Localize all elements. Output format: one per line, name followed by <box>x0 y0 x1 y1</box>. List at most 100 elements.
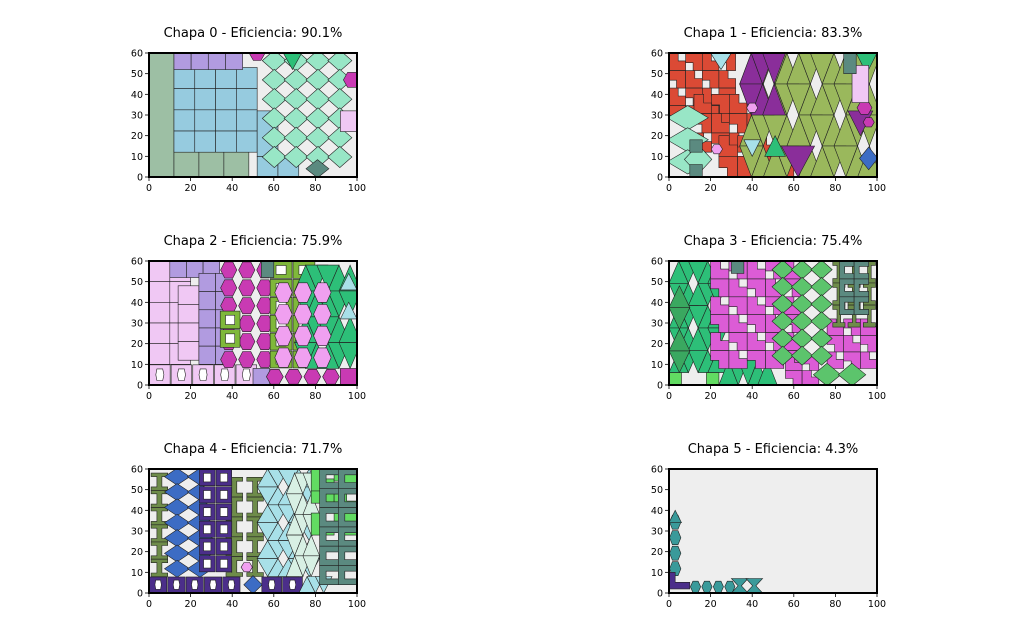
piece-0-2-cell <box>173 109 196 132</box>
piece-2-0-cell <box>149 322 171 344</box>
piece-3-1 <box>669 285 691 374</box>
piece-0-2-cell <box>215 130 237 153</box>
chart-title: Chapa 1 - Eficiencia: 83.3% <box>684 26 863 41</box>
y-tick-label: 20 <box>131 547 143 558</box>
y-tick-label: 10 <box>131 568 143 579</box>
piece-4-4-hole <box>203 490 212 500</box>
piece-1-10 <box>710 144 723 155</box>
y-tick-label: 30 <box>131 527 143 538</box>
y-tick-label: 60 <box>651 257 663 268</box>
piece-0-10 <box>340 110 357 132</box>
piece-4-3 <box>243 575 263 593</box>
piece-4-4-hole <box>203 524 212 534</box>
x-tick-label: 80 <box>309 183 321 194</box>
chart-panel-0: 0 20 40 60 80 100 0 10 20 30 40 50 60 Chapa 0 - Efici… <box>131 26 366 194</box>
piece-2-11-hex <box>293 282 313 303</box>
x-tick-label: 80 <box>829 391 841 402</box>
y-tick-label: 30 <box>131 319 143 330</box>
piece-2-6-hex <box>220 351 238 368</box>
piece-1-12 <box>862 117 875 128</box>
piece-2-11-hex <box>313 282 332 303</box>
chart-title: Chapa 2 - Eficiencia: 75.9% <box>164 234 343 249</box>
y-tick-label: 40 <box>131 90 143 101</box>
piece-4-4-hole <box>203 507 212 517</box>
piece-2-2-hole <box>241 368 251 381</box>
x-tick-label: 60 <box>788 599 800 610</box>
piece-2-6-hex <box>238 315 256 333</box>
piece-2-3-cell <box>169 261 187 278</box>
piece-5-2-lpiece <box>669 571 691 590</box>
pieces-group <box>669 261 877 385</box>
piece-2-13-tri <box>339 301 357 320</box>
piece-1-17-part <box>851 65 869 103</box>
y-tick-label: 40 <box>651 298 663 309</box>
chart-title: Chapa 4 - Eficiencia: 71.7% <box>164 442 343 457</box>
piece-0-3-cell <box>225 53 243 70</box>
piece-2-4-cell <box>198 327 216 347</box>
x-tick-label: 60 <box>268 183 280 194</box>
piece-4-4-hole <box>203 541 212 552</box>
piece-0-2-cell <box>215 88 237 111</box>
x-tick-label: 20 <box>705 391 717 402</box>
piece-4-4-hole <box>219 524 228 534</box>
y-tick-label: 30 <box>651 527 663 538</box>
piece-0-1-cell <box>198 149 225 177</box>
piece-2-11-hex <box>274 304 293 325</box>
piece-5-3 <box>690 580 736 593</box>
y-tick-label: 0 <box>657 381 663 392</box>
piece-0-7-diamond <box>283 146 309 168</box>
piece-1-19 <box>859 146 877 171</box>
piece-3-6 <box>785 355 820 385</box>
piece-3-3 <box>669 372 682 385</box>
x-tick-label: 60 <box>788 391 800 402</box>
piece-1-4-tri <box>762 53 786 85</box>
y-tick-label: 20 <box>651 131 663 142</box>
piece-3-8-diamond <box>810 345 833 366</box>
x-tick-label: 100 <box>868 183 886 194</box>
piece-4-4-hole <box>219 507 228 517</box>
piece-2-11-hex <box>274 347 293 368</box>
piece-0-2-cell <box>215 109 237 132</box>
y-tick-label: 0 <box>137 381 143 392</box>
y-tick-label: 10 <box>131 360 143 371</box>
piece-2-0-cell <box>149 261 171 282</box>
x-tick-label: 60 <box>268 599 280 610</box>
piece-0-1 <box>173 149 250 177</box>
piece-5-5-bowtie <box>745 578 764 593</box>
x-tick-label: 100 <box>348 391 366 402</box>
piece-2-4-cell <box>198 291 216 311</box>
x-tick-label: 60 <box>788 183 800 194</box>
y-tick-label: 30 <box>651 319 663 330</box>
piece-2-9 <box>219 310 241 348</box>
piece-1-17 <box>851 65 869 103</box>
piece-1-13-tri <box>710 53 732 71</box>
piece-3-3-part <box>669 372 682 385</box>
y-tick-label: 60 <box>131 49 143 60</box>
piece-2-1-cell <box>177 322 200 342</box>
piece-5-2 <box>669 571 691 590</box>
x-tick-label: 0 <box>146 599 152 610</box>
piece-1-14-tri <box>743 139 761 157</box>
chart-panel-3: 0 20 40 60 80 100 0 10 20 30 40 50 60 Chapa 3 - Efici… <box>651 234 886 402</box>
piece-5-5 <box>745 578 764 593</box>
piece-4-5-hole <box>172 579 181 590</box>
y-tick-label: 60 <box>131 465 143 476</box>
piece-0-2-cell <box>194 67 216 89</box>
y-tick-label: 40 <box>651 90 663 101</box>
piece-4-12-hex <box>240 562 253 573</box>
pieces-group <box>149 53 357 177</box>
x-tick-label: 80 <box>309 391 321 402</box>
piece-4-8-tri <box>302 555 321 578</box>
piece-0-2-cell <box>236 67 258 89</box>
piece-1-4 <box>739 53 786 116</box>
piece-1-20-part <box>689 139 703 153</box>
x-tick-label: 20 <box>185 183 197 194</box>
y-tick-label: 60 <box>651 49 663 60</box>
piece-0-2-cell <box>173 88 196 111</box>
piece-1-5 <box>780 145 816 177</box>
piece-2-0-cell <box>149 343 171 365</box>
piece-2-15 <box>261 261 275 278</box>
y-tick-label: 20 <box>131 339 143 350</box>
piece-1-18-part <box>843 53 857 74</box>
piece-2-7 <box>266 368 340 385</box>
